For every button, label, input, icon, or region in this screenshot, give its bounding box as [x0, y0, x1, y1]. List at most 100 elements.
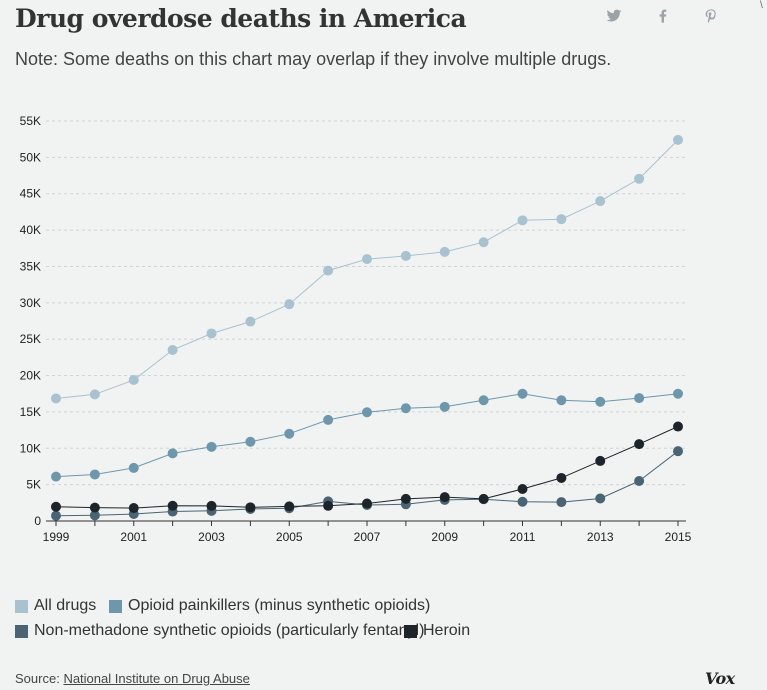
data-point	[128, 503, 139, 514]
legend-swatch	[15, 599, 28, 613]
data-point	[517, 388, 528, 399]
data-point	[51, 471, 61, 482]
data-point	[478, 493, 489, 504]
data-point	[634, 476, 645, 486]
data-point	[556, 214, 567, 225]
data-point	[51, 510, 61, 521]
data-point	[517, 484, 528, 494]
data-point	[362, 498, 372, 509]
legend-swatch	[404, 624, 417, 638]
data-point	[51, 393, 61, 404]
y-tick-label: 35K	[20, 259, 41, 273]
data-point	[556, 497, 567, 508]
data-point	[673, 421, 683, 432]
x-tick-label: 2003	[198, 530, 225, 544]
twitter-icon	[606, 9, 622, 22]
data-point	[206, 500, 217, 511]
data-point	[478, 395, 489, 406]
source-line: Source: National Institute on Drug Abuse	[15, 671, 250, 686]
data-point	[245, 316, 256, 327]
data-point	[439, 492, 450, 503]
x-tick-label: 2009	[431, 530, 458, 544]
y-tick-label: 50K	[20, 150, 41, 164]
y-tick-label: 10K	[20, 441, 41, 455]
data-point	[595, 196, 606, 207]
data-point	[167, 448, 178, 459]
data-point	[206, 328, 217, 339]
legend-label: Non-methadone synthetic opioids (particu…	[34, 622, 425, 639]
data-point	[439, 401, 450, 412]
data-point	[89, 510, 100, 521]
source-link[interactable]: National Institute on Drug Abuse	[63, 671, 250, 686]
data-point	[167, 500, 178, 511]
data-point	[245, 502, 256, 513]
y-tick-label: 40K	[20, 223, 41, 237]
data-point	[634, 173, 645, 184]
twitter-share-button[interactable]	[606, 8, 622, 29]
pinterest-share-button[interactable]	[703, 8, 719, 29]
data-point	[634, 393, 645, 404]
y-tick-label: 45K	[20, 187, 41, 201]
data-point	[400, 250, 411, 261]
data-point	[245, 436, 256, 447]
data-point	[400, 493, 411, 504]
x-tick-label: 2011	[510, 530, 536, 544]
x-tick-label: 2013	[587, 530, 614, 544]
data-point	[167, 344, 178, 355]
data-point	[517, 215, 528, 226]
facebook-share-button[interactable]	[655, 8, 671, 29]
data-point	[323, 265, 334, 276]
data-point	[517, 496, 528, 507]
legend-label: Opioid painkillers (minus synthetic opio…	[128, 597, 431, 614]
x-tick-label: 2007	[354, 530, 381, 544]
data-point	[89, 469, 100, 480]
data-point	[400, 403, 411, 414]
data-point	[323, 414, 334, 425]
legend-item-opioid-painkillers: Opioid painkillers (minus synthetic opio…	[109, 597, 430, 615]
data-point	[284, 299, 295, 310]
data-point	[673, 388, 683, 399]
legend-item-synthetic-opioids: Non-methadone synthetic opioids (particu…	[15, 622, 424, 640]
y-tick-label: 15K	[20, 405, 41, 419]
chart-note: Note: Some deaths on this chart may over…	[15, 49, 612, 69]
corner-mark: \	[760, 0, 763, 11]
legend-item-all-drugs: All drugs	[15, 597, 96, 615]
legend-item-heroin: Heroin	[404, 622, 470, 640]
data-point	[556, 395, 567, 406]
data-point	[673, 134, 683, 145]
line-chart: 0 5K 10K 15K 20K 25K 30K 35K 40K 45K 50K 55K 1999 200…	[20, 114, 692, 544]
data-point	[128, 374, 139, 385]
x-tick-label: 1999	[43, 530, 70, 544]
data-point	[89, 502, 100, 513]
chart-title: Drug overdose deaths in America	[15, 4, 467, 33]
vox-logo: Vox	[705, 669, 735, 688]
data-point	[595, 493, 606, 504]
data-point	[51, 501, 61, 512]
series-line-1	[55, 393, 679, 478]
series-line-3	[55, 426, 679, 509]
pinterest-icon	[705, 9, 716, 23]
y-tick-label: 20K	[20, 369, 41, 383]
y-tick-label: 25K	[20, 332, 41, 346]
data-point	[595, 396, 606, 407]
data-point	[362, 407, 372, 418]
series-line-0	[55, 139, 679, 399]
data-point	[439, 246, 450, 257]
data-point	[595, 455, 606, 466]
source-label: Source:	[15, 671, 60, 686]
data-point	[673, 446, 683, 457]
data-point	[556, 472, 567, 483]
legend-swatch	[109, 599, 122, 613]
data-point	[362, 254, 372, 265]
data-point	[284, 428, 295, 439]
data-point	[478, 237, 489, 248]
data-point	[128, 462, 139, 473]
legend-label: Heroin	[423, 622, 471, 639]
x-tick-label: 2015	[665, 530, 692, 544]
y-tick-label: 5K	[26, 478, 41, 492]
legend-swatch	[15, 624, 28, 638]
y-tick-label: 55K	[20, 114, 41, 128]
y-tick-label: 0	[34, 514, 41, 528]
data-point	[323, 500, 334, 511]
y-tick-label: 30K	[20, 296, 41, 310]
